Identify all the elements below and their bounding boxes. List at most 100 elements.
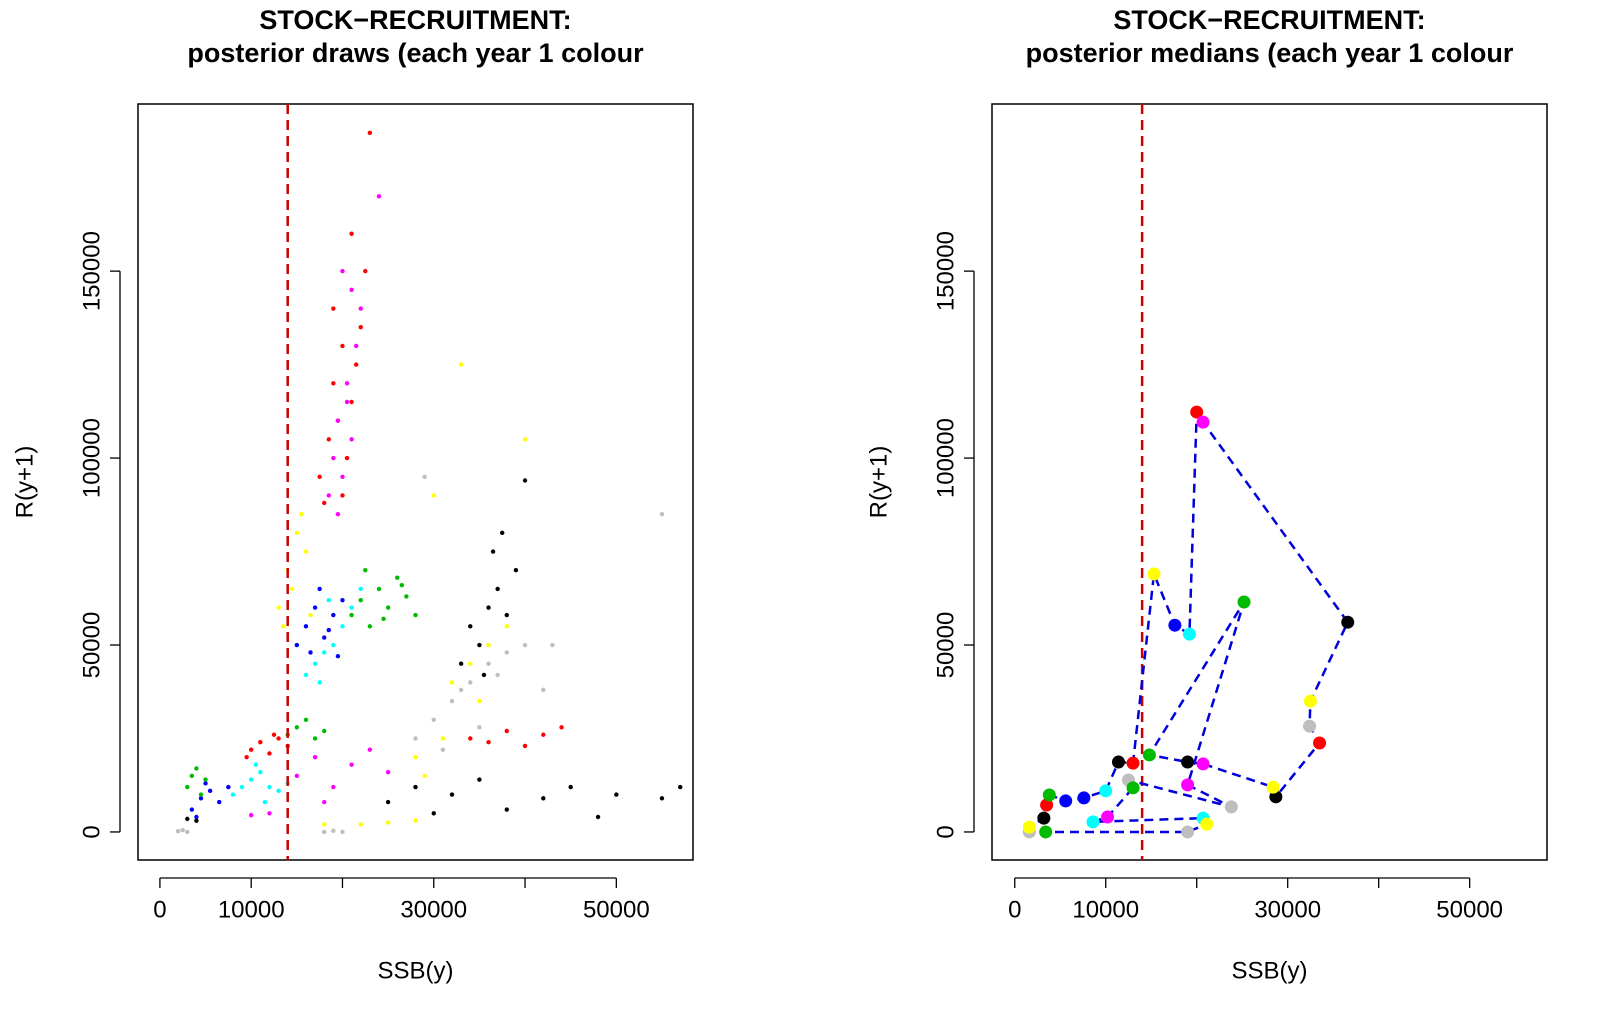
point	[458, 661, 464, 666]
point	[449, 680, 455, 685]
point	[322, 799, 327, 805]
y-tick-label: 150000	[78, 231, 105, 311]
point	[303, 624, 309, 629]
point	[349, 399, 354, 405]
point	[331, 306, 336, 311]
y-tick-label: 150000	[932, 231, 959, 311]
point	[522, 642, 528, 648]
chart-subtitle: posterior medians (each year 1 colour	[1026, 38, 1514, 68]
point	[1077, 791, 1091, 805]
point	[367, 747, 373, 752]
point	[481, 672, 487, 678]
point	[189, 807, 195, 812]
point	[340, 597, 345, 603]
point	[226, 784, 231, 790]
x-tick-label: 10000	[1072, 896, 1139, 923]
point	[413, 754, 418, 760]
point	[1181, 778, 1195, 792]
point	[468, 736, 473, 741]
x-axis-label: SSB(y)	[377, 957, 453, 984]
point	[340, 343, 345, 349]
y-axis-label: R(y+1)	[865, 446, 892, 519]
point	[276, 605, 281, 610]
plot-frame	[991, 103, 1548, 861]
y-tick-label: 100000	[932, 418, 959, 498]
point	[317, 586, 322, 592]
point	[258, 769, 263, 775]
point	[477, 698, 482, 704]
point	[203, 777, 208, 782]
point	[395, 575, 400, 580]
point	[340, 474, 345, 479]
y-tick-label: 50000	[932, 612, 959, 679]
point	[358, 325, 363, 330]
point	[175, 829, 181, 834]
point	[490, 549, 496, 554]
y-tick-label: 100000	[78, 418, 105, 498]
point	[550, 642, 555, 648]
point	[267, 811, 272, 816]
point	[568, 784, 573, 790]
point	[303, 672, 309, 678]
point	[1040, 798, 1054, 812]
point	[326, 627, 331, 633]
point	[486, 740, 491, 745]
point	[495, 672, 500, 678]
point	[500, 530, 505, 536]
point	[340, 268, 345, 274]
point	[504, 807, 509, 812]
point	[522, 743, 528, 749]
point	[1196, 757, 1210, 771]
point	[217, 799, 222, 805]
chart-subtitle: posterior draws (each year 1 colour	[187, 38, 644, 68]
point	[358, 597, 363, 603]
point	[185, 816, 190, 822]
point	[358, 306, 363, 311]
point	[413, 736, 418, 741]
point	[331, 828, 336, 834]
point	[194, 818, 199, 823]
point	[317, 680, 322, 685]
point	[363, 568, 368, 573]
point	[303, 717, 309, 722]
point	[207, 788, 213, 794]
point	[659, 511, 665, 517]
point	[522, 437, 528, 442]
point	[294, 773, 300, 779]
point	[248, 747, 254, 752]
point	[1182, 627, 1196, 641]
point	[458, 362, 464, 367]
point	[299, 511, 304, 517]
point	[180, 827, 185, 833]
point	[326, 437, 331, 442]
point	[185, 829, 190, 835]
point	[335, 654, 341, 659]
y-axis-label: R(y+1)	[11, 446, 38, 519]
point	[614, 792, 619, 797]
point	[541, 796, 546, 801]
point	[189, 773, 195, 779]
point	[322, 728, 327, 734]
point	[449, 698, 455, 704]
point	[468, 661, 473, 666]
point	[595, 814, 601, 820]
point	[312, 661, 318, 666]
point	[253, 762, 258, 767]
point	[559, 725, 564, 730]
point	[1237, 595, 1251, 609]
x-tick-label: 0	[153, 896, 166, 923]
point	[385, 769, 391, 775]
y-tick-label: 50000	[78, 612, 105, 679]
point	[1099, 784, 1113, 798]
point	[248, 812, 254, 818]
x-tick-label: 50000	[1436, 896, 1503, 923]
point	[1101, 810, 1115, 824]
point	[1313, 736, 1327, 750]
point	[1039, 825, 1053, 839]
point	[1126, 781, 1140, 795]
point	[1086, 815, 1100, 829]
point	[495, 586, 500, 592]
point	[340, 493, 345, 498]
point	[422, 773, 427, 779]
point	[203, 781, 208, 786]
